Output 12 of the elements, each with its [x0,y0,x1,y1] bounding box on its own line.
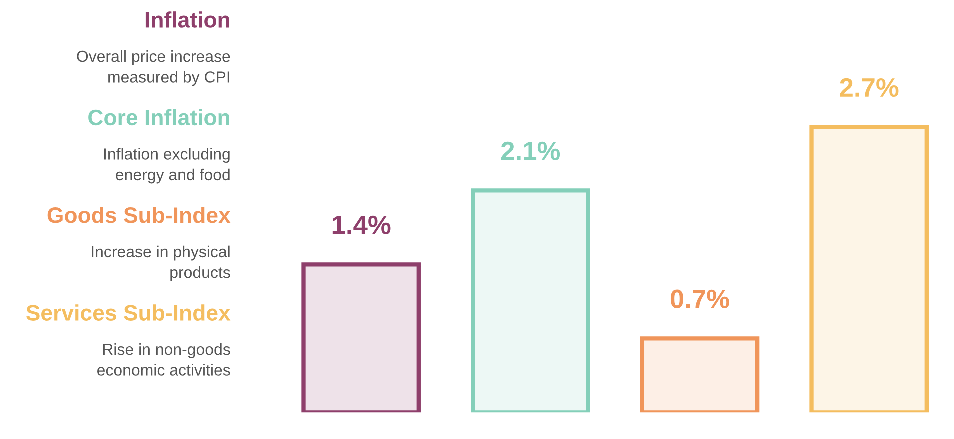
text: Core Inflation [88,109,230,126]
data-label: 2.7% [840,78,899,98]
text: Overall price increase measured by CPI [77,50,230,86]
text: Inflation [146,12,230,28]
text: Goods Sub-Index [48,206,231,224]
text: Inflation excluding energy and food [104,148,230,184]
text: Increase in physical products [92,246,230,282]
data-label: 1.4% [332,216,391,234]
text: Services Sub-Index [26,304,231,321]
data-label: 2.1% [502,142,560,160]
text: Rise in non-goods economic activities [98,344,230,376]
data-label: 0.7% [670,290,730,308]
